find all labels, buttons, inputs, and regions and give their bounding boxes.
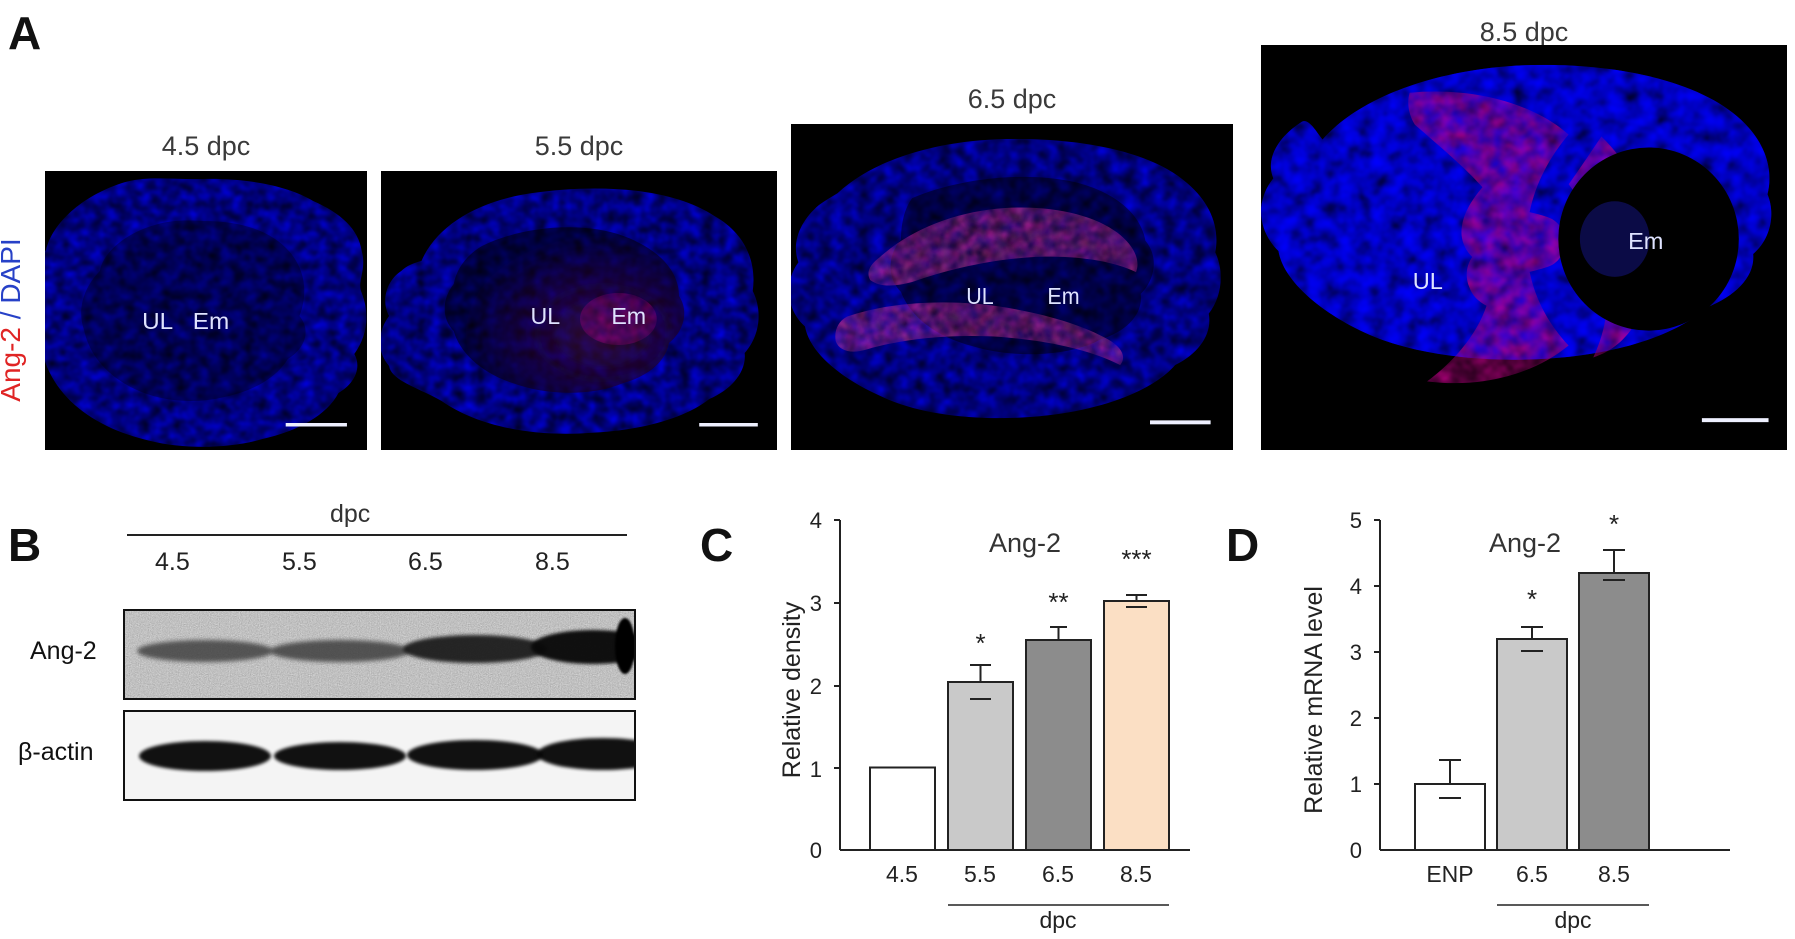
svg-text:UL: UL [966, 283, 993, 309]
svg-text:Em: Em [611, 303, 646, 329]
svg-text:2: 2 [1350, 706, 1362, 731]
svg-text:UL: UL [142, 310, 173, 335]
svg-text:8.5: 8.5 [1120, 861, 1152, 887]
svg-text:6.5: 6.5 [1516, 861, 1548, 887]
svg-text:0: 0 [810, 838, 822, 863]
svg-text:5.5: 5.5 [964, 861, 996, 887]
svg-text:Em: Em [193, 310, 229, 335]
svg-text:Relative mRNA level: Relative mRNA level [1300, 586, 1328, 814]
svg-text:1: 1 [810, 757, 822, 782]
svg-text:4: 4 [810, 508, 822, 533]
svg-text:2: 2 [810, 674, 822, 699]
svg-text:8.5: 8.5 [1598, 861, 1630, 887]
svg-text:Ang-2: Ang-2 [989, 528, 1061, 558]
svg-text:dpc: dpc [1554, 907, 1591, 933]
svg-text:Em: Em [1628, 228, 1663, 254]
svg-text:4.5: 4.5 [886, 861, 918, 887]
svg-text:3: 3 [810, 591, 822, 616]
svg-text:*: * [975, 628, 985, 658]
svg-text:4: 4 [1350, 574, 1362, 599]
svg-text:1: 1 [1350, 772, 1362, 797]
svg-text:*: * [1609, 509, 1619, 539]
svg-text:Relative density: Relative density [778, 601, 806, 778]
svg-text:5: 5 [1350, 508, 1362, 533]
svg-text:*: * [1527, 584, 1537, 614]
svg-text:3: 3 [1350, 640, 1362, 665]
svg-text:UL: UL [1413, 268, 1443, 294]
svg-text:**: ** [1048, 587, 1068, 617]
svg-text:0: 0 [1350, 838, 1362, 863]
svg-text:UL: UL [531, 303, 561, 329]
svg-text:Em: Em [1047, 283, 1079, 309]
svg-text:Ang-2: Ang-2 [1489, 528, 1561, 558]
svg-text:ENP: ENP [1426, 861, 1473, 887]
svg-text:6.5: 6.5 [1042, 861, 1074, 887]
svg-text:dpc: dpc [1039, 907, 1076, 933]
svg-text:***: *** [1121, 544, 1151, 574]
